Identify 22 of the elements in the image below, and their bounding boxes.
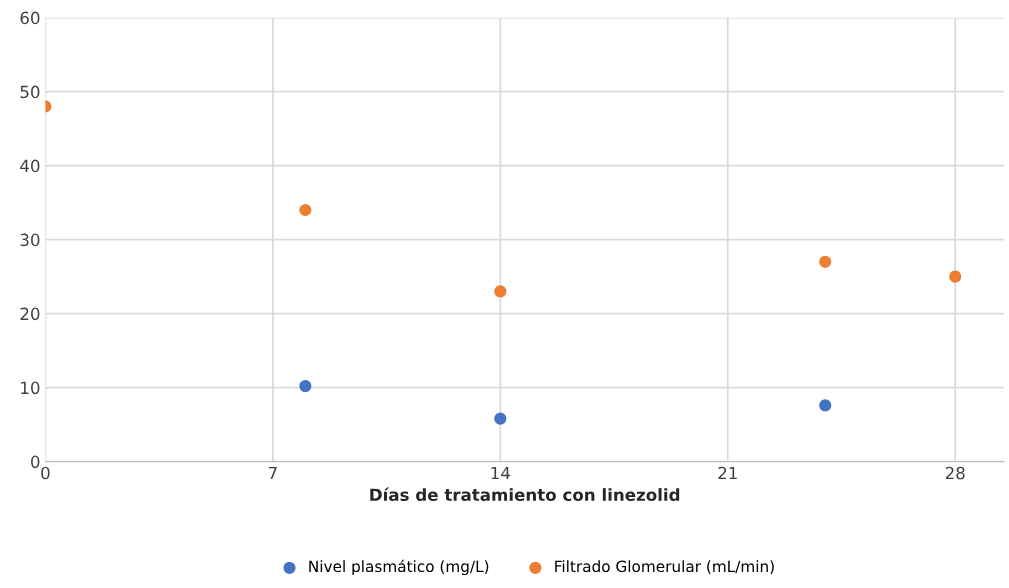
point [299, 203, 312, 217]
x-tick-label: 0 [41, 466, 50, 480]
x-tick-label: 21 [718, 466, 737, 480]
y-tick-label: 50 [20, 85, 40, 99]
x-tick-label: 14 [491, 466, 510, 480]
y-tick-label: 40 [20, 159, 40, 173]
x-tick-label: 7 [268, 466, 277, 480]
point [819, 399, 832, 412]
y-tick-label: 60 [20, 11, 40, 25]
x-tick-label: 28 [945, 466, 965, 480]
x-axis-title: Días de tratamiento con linezolid [370, 487, 680, 502]
point [494, 285, 507, 298]
y-tick-label: 10 [21, 381, 40, 395]
y-tick-label: 20 [20, 307, 40, 321]
point [949, 270, 962, 283]
point [494, 412, 507, 425]
y-tick-label: 0 [31, 455, 40, 469]
y-tick-label: 30 [20, 233, 40, 247]
point [819, 255, 832, 268]
legend-label: Nivel plasmático (mg/L) [309, 559, 489, 576]
point [299, 380, 312, 393]
legend-label: Filtrado Glomerular (mL/min) [555, 560, 774, 574]
